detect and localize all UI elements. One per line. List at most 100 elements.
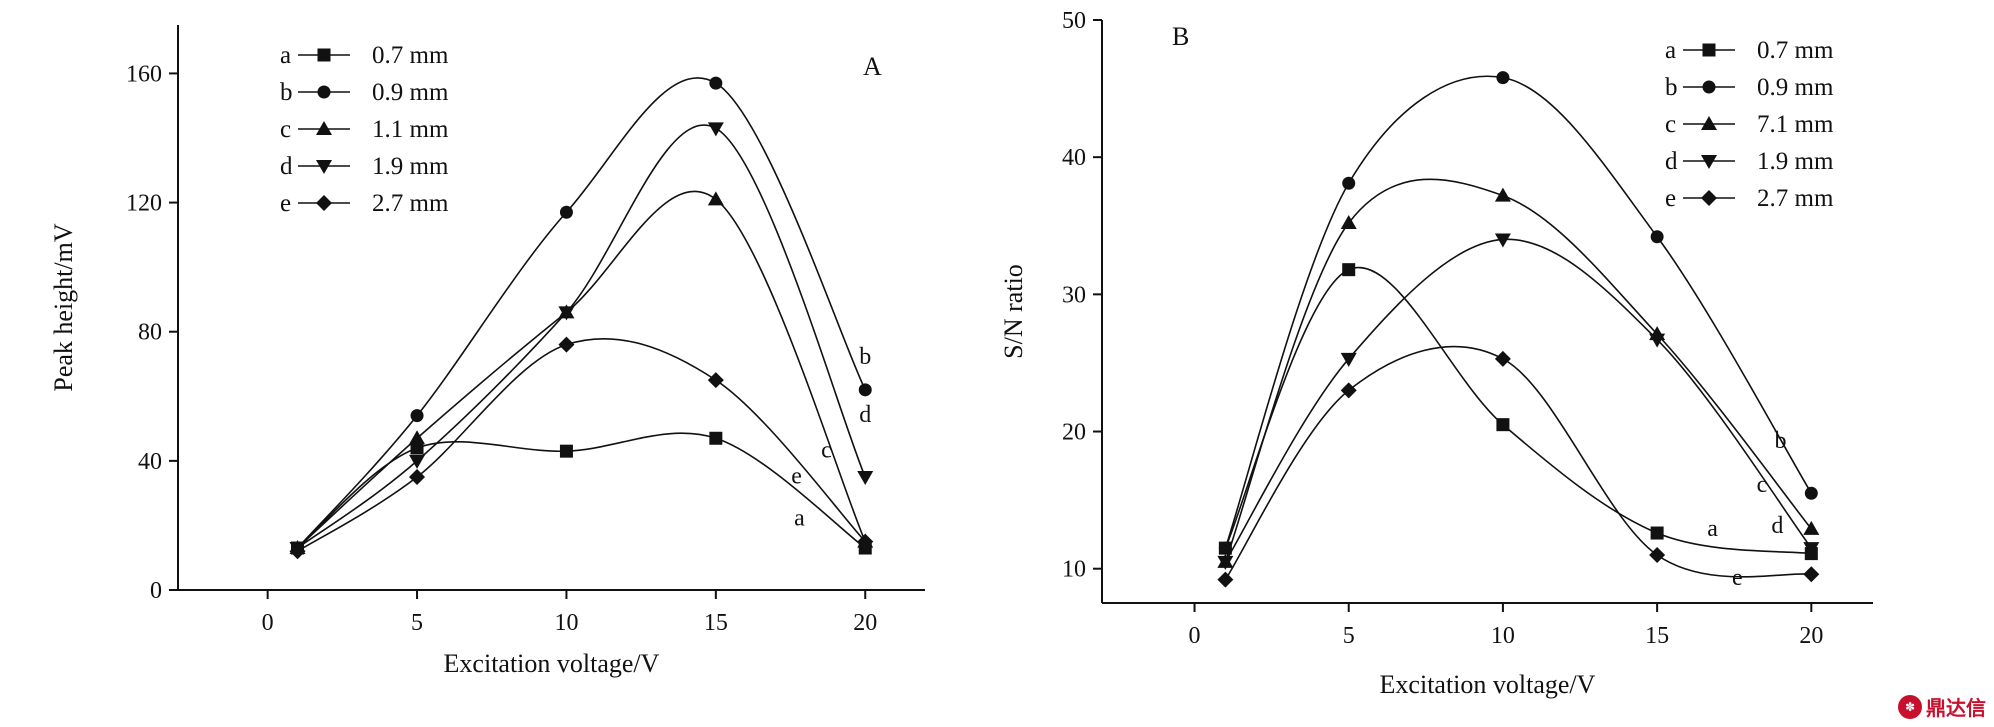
- legend-marker-e: [1701, 190, 1717, 206]
- x-tick-label: 0: [1189, 623, 1201, 649]
- legend-key-d: d: [280, 153, 293, 180]
- curve-label-d: d: [859, 402, 871, 428]
- y-tick-label: 20: [1062, 420, 1086, 446]
- data-point-c: [1494, 187, 1511, 202]
- series-line-e: [1224, 345, 1812, 581]
- data-point-d: [409, 454, 426, 469]
- legend-marker-a: [317, 48, 331, 62]
- x-tick-label: 20: [853, 610, 877, 636]
- data-point-d: [1494, 233, 1511, 248]
- curve-label-c: c: [1757, 472, 1768, 498]
- data-point-b: [1804, 486, 1818, 500]
- x-tick-label: 20: [1799, 623, 1823, 649]
- legend-key-a: a: [280, 42, 291, 69]
- data-point-e: [1649, 546, 1666, 563]
- series-a: [291, 431, 872, 555]
- data-point-e: [1803, 566, 1820, 583]
- data-point-b: [410, 409, 424, 423]
- curve-label-a: a: [794, 505, 805, 531]
- series-c: [289, 190, 874, 555]
- y-tick-label: 30: [1062, 282, 1086, 308]
- data-point-e: [857, 533, 874, 550]
- legend-key-c: c: [280, 116, 291, 143]
- panel-letter: B: [1172, 22, 1189, 51]
- curve-label-d: d: [1771, 513, 1783, 539]
- chart-panel-b: 0 5 10 15 20 10 20 30 40 50 Excitation voltage/V S/…: [999, 8, 1873, 699]
- series-line-d: [1224, 238, 1812, 563]
- legend-marker-e: [316, 195, 332, 211]
- legend-key-b: b: [280, 79, 293, 106]
- legend-key-e: e: [280, 190, 291, 217]
- legend-key-d: d: [1665, 148, 1678, 175]
- series-line-b: [1224, 75, 1813, 549]
- series-line-d: [297, 124, 866, 549]
- y-tick-label: 50: [1062, 8, 1086, 34]
- series-c: [1217, 178, 1820, 568]
- data-point-d: [857, 471, 874, 485]
- data-point-d: [1649, 333, 1666, 348]
- legend-key-a: a: [1665, 37, 1676, 64]
- series-line-a: [1224, 266, 1812, 555]
- legend-key-e: e: [1665, 185, 1676, 212]
- x-tick-label: 15: [704, 610, 728, 636]
- y-tick-label: 80: [138, 320, 162, 346]
- watermark: ✽ 鼎达信: [1898, 692, 1986, 721]
- series-line-c: [296, 190, 866, 549]
- x-tick-label: 5: [411, 610, 423, 636]
- data-point-d: [707, 122, 724, 137]
- data-point-c: [707, 191, 724, 206]
- data-point-c: [1340, 215, 1357, 230]
- y-tick-label: 10: [1062, 557, 1086, 583]
- seal-icon: ✽: [1898, 694, 1922, 719]
- data-point-c: [1803, 520, 1820, 535]
- data-point-e: [409, 469, 426, 485]
- x-tick-label: 5: [1343, 623, 1355, 649]
- series-e: [1217, 345, 1820, 588]
- data-point-c: [409, 430, 426, 445]
- data-point-a: [709, 431, 723, 445]
- data-point-a: [1650, 526, 1664, 540]
- series-b: [1218, 71, 1818, 555]
- curve-label-e: e: [791, 463, 802, 489]
- x-axis-title: Excitation voltage/V: [1380, 670, 1596, 699]
- data-point-b: [559, 205, 573, 219]
- legend-marker-c: [316, 121, 332, 135]
- legend-label-e: 2.7 mm: [1757, 185, 1834, 212]
- data-point-b: [1342, 176, 1356, 190]
- curve-label-e: e: [1732, 565, 1743, 591]
- x-axis-title: Excitation voltage/V: [444, 649, 660, 678]
- data-point-d: [1217, 555, 1234, 570]
- data-point-b: [1650, 230, 1664, 244]
- legend-label-c: 1.1 mm: [372, 116, 449, 143]
- curve-label-a: a: [1707, 516, 1718, 542]
- data-point-e: [558, 336, 575, 353]
- series-d: [1217, 233, 1820, 570]
- series-a: [1218, 263, 1818, 561]
- y-tick-label: 40: [1062, 145, 1086, 171]
- legend-label-b: 0.9 mm: [372, 79, 449, 106]
- legend-label-b: 0.9 mm: [1757, 74, 1834, 101]
- series-e: [289, 336, 874, 560]
- data-point-d: [1803, 542, 1820, 557]
- data-point-a: [410, 441, 424, 455]
- y-tick-label: 160: [126, 61, 162, 87]
- data-point-d: [558, 306, 575, 321]
- chart-panel-a: 0 5 10 15 20 0 40 80 120 160 Excitation voltage/V P…: [49, 25, 925, 678]
- watermark-text: 鼎达信: [1926, 696, 1986, 720]
- legend-label-a: 0.7 mm: [1757, 37, 1834, 64]
- series-line-b: [296, 77, 866, 549]
- y-tick-label: 0: [150, 578, 162, 604]
- legend: a 0.7 mm b 0.9 mm c 1.1 mm d 1.9 mm e 2.7 mm: [280, 42, 449, 217]
- legend-label-c: 7.1 mm: [1757, 111, 1834, 138]
- data-point-d: [1340, 352, 1357, 367]
- series-b: [291, 76, 872, 555]
- legend-marker-d: [1701, 155, 1717, 169]
- x-tick-label: 10: [554, 610, 578, 636]
- curve-label-b: b: [1774, 428, 1786, 454]
- y-tick-label: 40: [138, 449, 162, 475]
- y-axis-title: Peak height/mV: [49, 223, 78, 391]
- curve-label-c: c: [821, 438, 832, 464]
- legend-marker-b: [1702, 80, 1716, 94]
- series-line-e: [297, 337, 866, 552]
- data-point-b: [858, 383, 872, 397]
